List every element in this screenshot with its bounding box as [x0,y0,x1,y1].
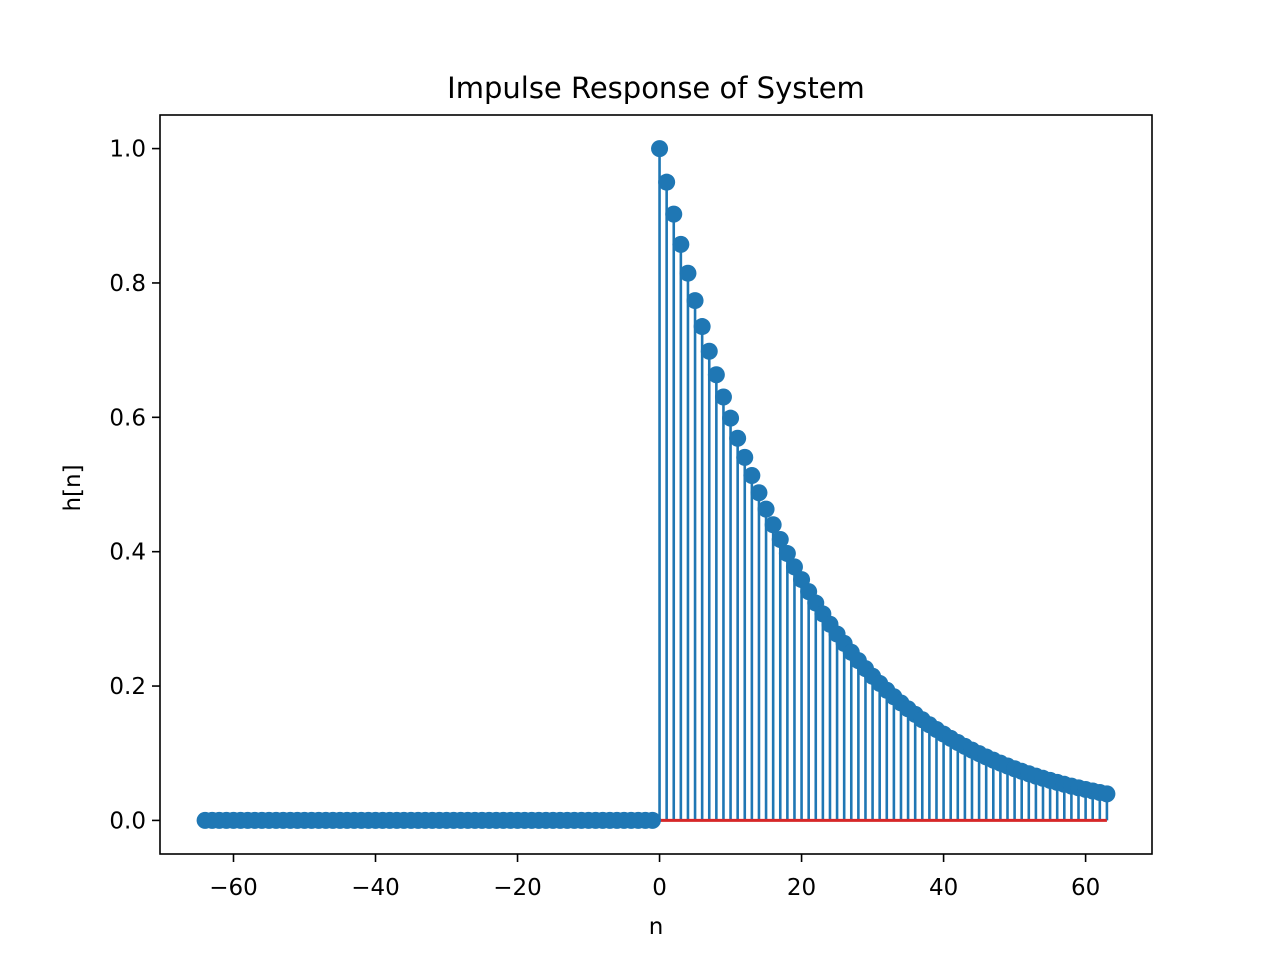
y-axis-label: h[n] [60,464,86,511]
stem-marker [736,448,754,466]
stem-marker [743,467,761,485]
x-tick-label: 40 [929,875,958,901]
x-tick-label: 60 [1071,875,1100,901]
y-tick-label: 1.0 [109,137,146,163]
plot-area [196,140,1116,829]
x-axis-label: n [649,914,664,940]
stem-marker [651,140,669,158]
stem-marker [750,484,768,502]
stem-marker [707,366,725,384]
stem-marker [722,409,740,427]
y-tick-label: 0.8 [109,271,146,297]
stem-marker [643,811,661,829]
axes: −60 −40 −20 0 20 40 60 0.0 0.2 0.4 0.6 0.8 1.0 [109,114,1153,901]
stem-marker [658,173,676,191]
y-tick-label: 0.2 [109,674,146,700]
stem-marker [778,545,796,563]
y-tick-label: 0.0 [109,808,146,834]
x-tick-label: −60 [209,875,258,901]
axes-frame [159,114,1153,855]
stem-marker [771,531,789,549]
x-tick-label: −20 [493,875,542,901]
stem-marker [1098,785,1116,803]
stem-marker [714,388,732,406]
stem-marker [665,205,683,223]
x-tick-label: 20 [787,875,816,901]
stem-marker [672,235,690,253]
stem-marker [785,558,803,576]
chart-title: Impulse Response of System [447,71,865,105]
x-tick-label: −40 [351,875,400,901]
stem-marker [679,264,697,282]
stem-marker [693,318,711,336]
x-tick-label: 0 [652,875,667,901]
y-tick-label: 0.6 [109,405,146,431]
stem-marker [700,342,718,360]
y-tick-label: 0.4 [109,540,146,566]
stem-marker [729,429,747,447]
stem-marker [764,516,782,534]
stem-marker [686,292,704,310]
stem-marker [757,500,775,518]
